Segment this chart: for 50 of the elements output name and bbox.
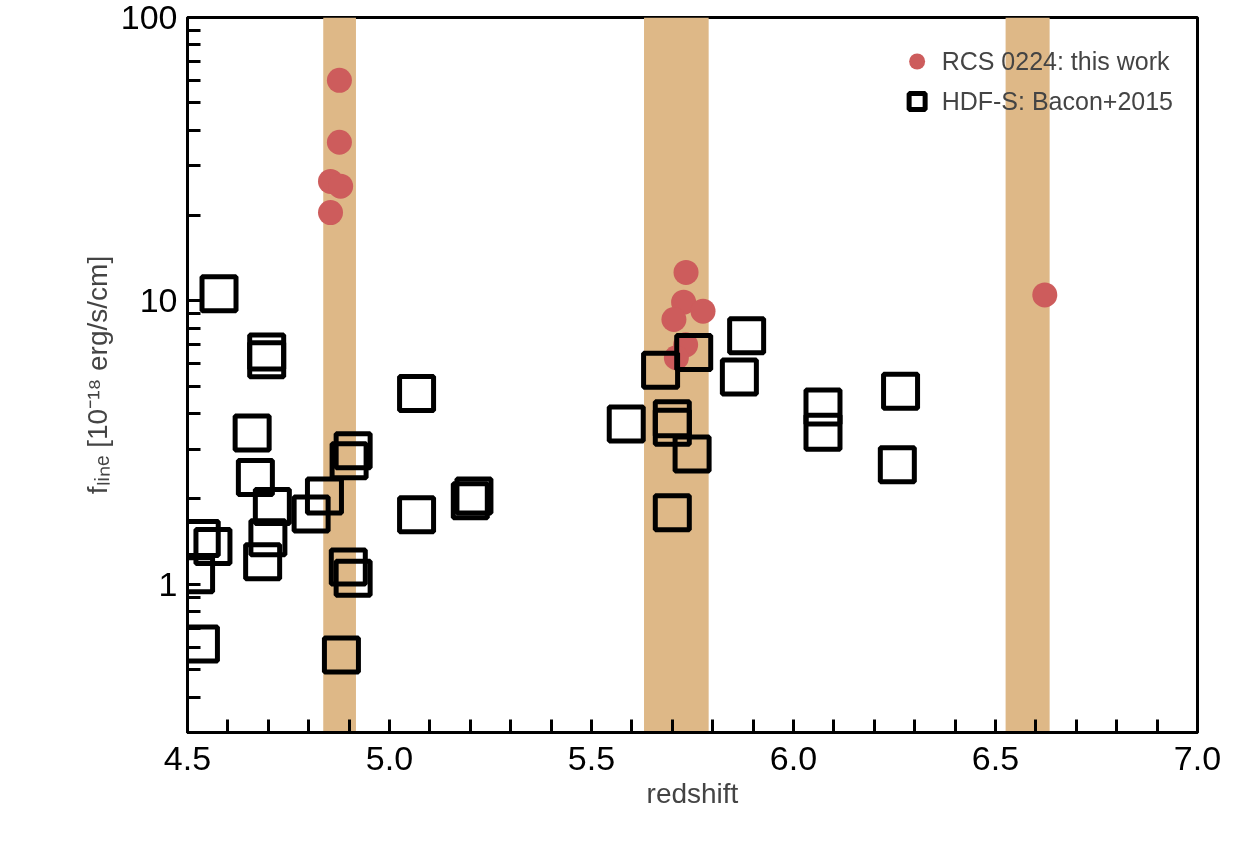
y-tick-label: 1 [158, 564, 178, 603]
x-tick-label: 6.5 [971, 738, 1020, 777]
point [674, 332, 714, 372]
point [333, 431, 373, 471]
point [661, 306, 687, 332]
point [328, 547, 368, 587]
point [321, 635, 361, 675]
point [291, 494, 331, 534]
point [690, 298, 716, 324]
point [333, 558, 373, 598]
point [318, 200, 344, 226]
x-tick-label: 4.5 [163, 738, 212, 777]
x-tick-label: 5.5 [567, 738, 616, 777]
point [397, 495, 437, 535]
x-tick-label: 7.0 [1173, 738, 1222, 777]
point [329, 441, 369, 481]
x-tick-label: 6.0 [769, 738, 818, 777]
point [243, 542, 283, 582]
point [877, 445, 917, 485]
point [606, 404, 646, 444]
y-tick-label: 10 [139, 281, 178, 320]
point [247, 332, 287, 372]
point [235, 458, 275, 498]
point [803, 412, 843, 452]
point [326, 67, 352, 93]
point [652, 493, 692, 533]
point [248, 518, 288, 558]
y-tick-label: 100 [120, 0, 178, 36]
point [652, 407, 692, 447]
point [652, 399, 692, 439]
point [232, 413, 272, 453]
point [719, 357, 759, 397]
point [397, 374, 437, 414]
point [247, 340, 287, 380]
point [252, 487, 292, 527]
point [673, 259, 699, 285]
x-axis-title: redshift [646, 777, 739, 809]
point [672, 434, 712, 474]
point [803, 387, 843, 427]
point [727, 316, 767, 356]
point [304, 476, 344, 516]
point [326, 129, 352, 155]
point [193, 526, 233, 566]
point [881, 371, 921, 411]
point [1032, 282, 1058, 308]
point [199, 274, 239, 314]
x-tick-label: 5.0 [365, 738, 414, 777]
point [328, 173, 354, 199]
y-axis-title: fₗᵢₙₑ [10⁻¹⁸ erg/s/cm] [81, 255, 113, 495]
point [641, 350, 681, 390]
